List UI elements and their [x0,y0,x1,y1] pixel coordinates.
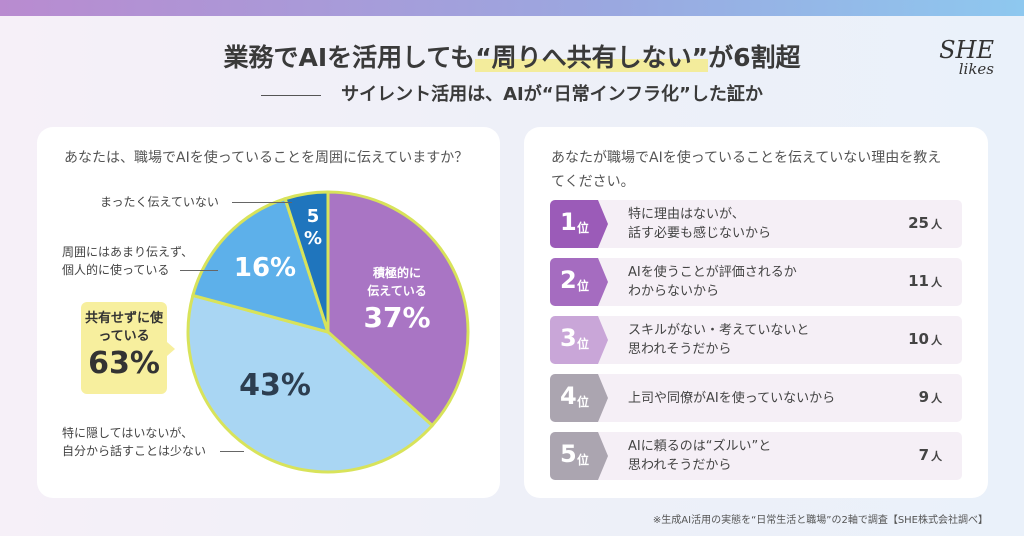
reason-text: AIを使うことが評価されるか わからないから [628,265,797,299]
label-not-at-all: まったく伝えていない [100,195,219,209]
ranking-question: あなたが職場でAIを使っていることを伝えていない理由を教えてください。 [551,150,942,190]
label-personal-use: 周囲にはあまり伝えず、 個人的に使っている [62,245,194,277]
leader-line [232,202,292,203]
header-band [0,0,1024,16]
footnote: ※生成AI活用の実態を“日常生活と職場”の2軸で調査【SHE株式会社調べ】 [652,515,988,526]
callout-63: 共有せずに使っている 63% [81,302,175,394]
pie-value-5: 5% [303,206,323,249]
reason-text: スキルがない・考えていないと 思われそうだから [628,323,810,357]
pie-slice-0 [326,190,470,428]
pie-value-43: 43% [239,368,311,403]
reason-count: 11 人 [908,272,942,290]
reason-count: 25 人 [908,214,942,232]
page-subtitle: サイレント活用は、AIが“日常インフラ化”した証か [0,80,1024,106]
reason-text: 上司や同僚がAIを使っていないから [628,390,836,406]
reason-text: 特に理由はないが、 話す必要も感じないから [628,207,772,241]
label-not-hidden: 特に隠してはいないが、 自分から話すことは少ない [62,426,207,458]
leader-line [220,451,244,452]
page-title: 業務でAIを活用しても“周りへ共有しない”が6割超 [223,43,801,72]
leader-line [180,270,218,271]
pie-slice-1 [186,293,435,474]
pie-label-active: 積極的に 伝えている 37% [363,266,431,334]
pie-value-16: 16% [233,253,297,283]
reason-text: AIに頼るのは“ズルい”と 思われそうだから [628,439,772,473]
she-likes-logo: SHE likes [939,36,994,78]
reason-count: 10 人 [908,330,942,348]
pie-question: あなたは、職場でAIを使っていることを周囲に伝えていますか？ [64,150,469,166]
pie-slice-3 [283,190,330,333]
